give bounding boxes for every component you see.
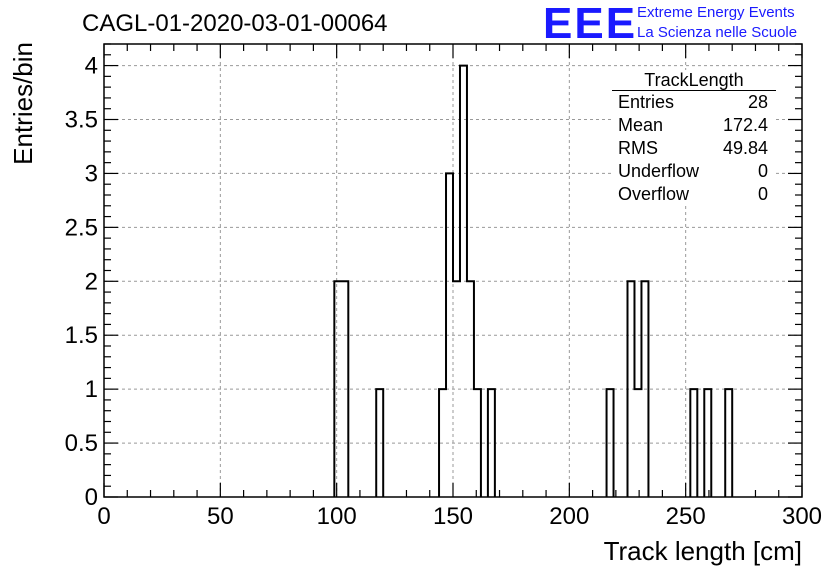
histogram-bin: [641, 281, 648, 497]
stats-label: Underflow: [618, 161, 700, 181]
y-tick-label: 0.5: [65, 430, 98, 457]
histogram-bin: [446, 173, 453, 497]
stats-value: 0: [757, 184, 768, 204]
histogram-bin: [460, 66, 467, 497]
histogram-bin: [376, 389, 383, 497]
stats-label: RMS: [618, 138, 658, 158]
y-tick-label: 3.5: [65, 107, 98, 134]
y-tick-label: 2: [85, 268, 98, 295]
histogram-bin: [439, 389, 446, 497]
x-tick-label: 200: [549, 503, 589, 530]
histogram-bin: [341, 281, 348, 497]
stats-label: Overflow: [618, 184, 690, 204]
y-tick-label: 1.5: [65, 322, 98, 349]
x-tick-label: 250: [666, 503, 706, 530]
stats-value: 0: [757, 161, 768, 181]
y-tick-label: 1: [85, 376, 98, 403]
run-title: CAGL-01-2020-03-01-00064: [82, 10, 388, 37]
y-axis-label: Entries/bin: [8, 42, 38, 165]
histogram-bin: [725, 389, 732, 497]
y-tick-labels: 0 0.5 1 1.5 2 2.5 3 3.5 4: [65, 53, 98, 511]
y-tick-label: 3: [85, 160, 98, 187]
x-tick-label: 50: [207, 503, 234, 530]
stats-row-entries: Entries 28: [612, 91, 776, 114]
y-tick-label: 4: [85, 53, 98, 80]
stats-row-underflow: Underflow 0: [612, 160, 776, 183]
x-tick-labels: 0 50 100 150 200 250 300: [97, 503, 822, 530]
histogram-bin: [467, 281, 474, 497]
eee-logo: EEE: [543, 0, 638, 48]
histogram-bin: [488, 389, 495, 497]
histogram-bin: [704, 389, 711, 497]
stats-label: Entries: [618, 92, 675, 112]
stats-title: TrackLength: [612, 70, 776, 91]
histogram-bin: [453, 281, 460, 497]
logo-line-1: Extreme Energy Events: [637, 4, 795, 21]
x-tick-label: 0: [97, 503, 110, 530]
y-tick-label: 0: [85, 484, 98, 511]
logo-line-2: La Scienza nelle Scuole: [637, 24, 798, 41]
stats-value: 49.84: [722, 138, 768, 158]
stats-value: 172.4: [722, 115, 768, 135]
stats-value: 28: [747, 92, 768, 112]
histogram-bin: [690, 389, 697, 497]
stats-row-mean: Mean 172.4: [612, 114, 776, 137]
histogram-outline: [333, 64, 734, 497]
stats-label: Mean: [618, 115, 664, 135]
stats-row-rms: RMS 49.84: [612, 137, 776, 160]
x-tick-label: 100: [317, 503, 357, 530]
stats-row-overflow: Overflow 0: [612, 183, 776, 206]
x-axis-label: Track length [cm]: [604, 536, 802, 566]
histogram-bin: [628, 281, 635, 497]
histogram-bin: [607, 389, 614, 497]
x-tick-label: 300: [782, 503, 822, 530]
histogram-bin: [634, 389, 641, 497]
x-tick-label: 150: [433, 503, 473, 530]
histogram-bin: [334, 281, 341, 497]
y-tick-label: 2.5: [65, 214, 98, 241]
axis-ticks: [103, 43, 803, 498]
histogram-bin: [474, 389, 481, 497]
stats-box: TrackLength Entries 28 Mean 172.4 RMS 49…: [612, 70, 776, 206]
